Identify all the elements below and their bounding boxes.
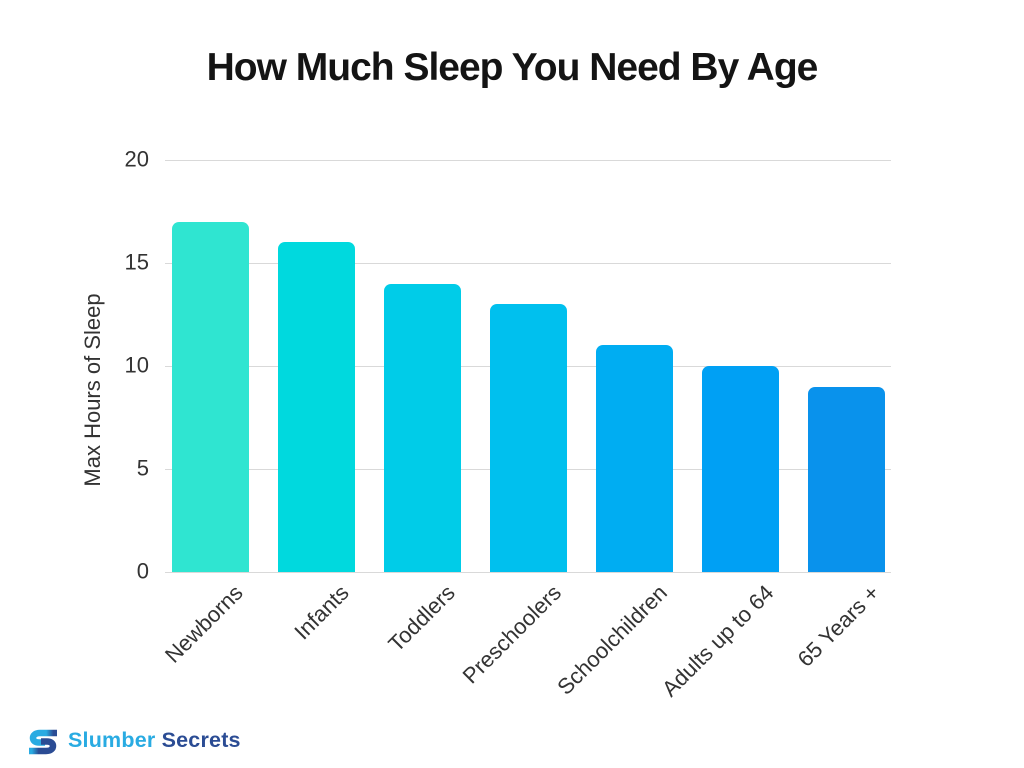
x-label-preschoolers: Preschoolers [457,580,567,689]
bar-preschoolers [490,304,567,572]
x-label-65-years: 65 Years + [792,580,885,672]
bar-newborns [172,221,249,572]
x-label-adults-up-to-64: Adults up to 64 [656,580,779,702]
bar-schoolchildren [596,345,673,572]
gridline-0 [165,571,891,573]
x-label-schoolchildren: Schoolchildren [552,580,673,700]
bar-infants [278,242,355,572]
y-tick-label-15: 15 [124,249,149,275]
y-axis-title: Max Hours of Sleep [80,293,105,487]
bar-toddlers [384,283,461,572]
plot-area: 0 5 10 15 20 [125,146,891,583]
slumber-secrets-logo-icon [29,729,57,755]
bar-adults-up-to-64 [702,366,779,572]
brand-name-part2: Secrets [161,728,241,752]
gridline-15 [165,262,891,264]
y-tick-label-5: 5 [136,455,149,481]
y-tick-label-0: 0 [136,558,149,584]
x-label-infants: Infants [289,580,355,645]
y-tick-label-10: 10 [124,352,149,378]
brand-name-part1: Slumber [68,728,156,752]
chart-title: How Much Sleep You Need By Age [206,46,819,89]
gridline-20 [165,159,891,161]
brand-logo: Slumber Secrets [26,726,241,755]
brand-name: Slumber Secrets [68,728,241,753]
x-label-toddlers: Toddlers [383,580,461,657]
bar-65-years [808,386,885,572]
y-tick-label-20: 20 [124,146,149,172]
x-label-newborns: Newborns [160,580,249,668]
